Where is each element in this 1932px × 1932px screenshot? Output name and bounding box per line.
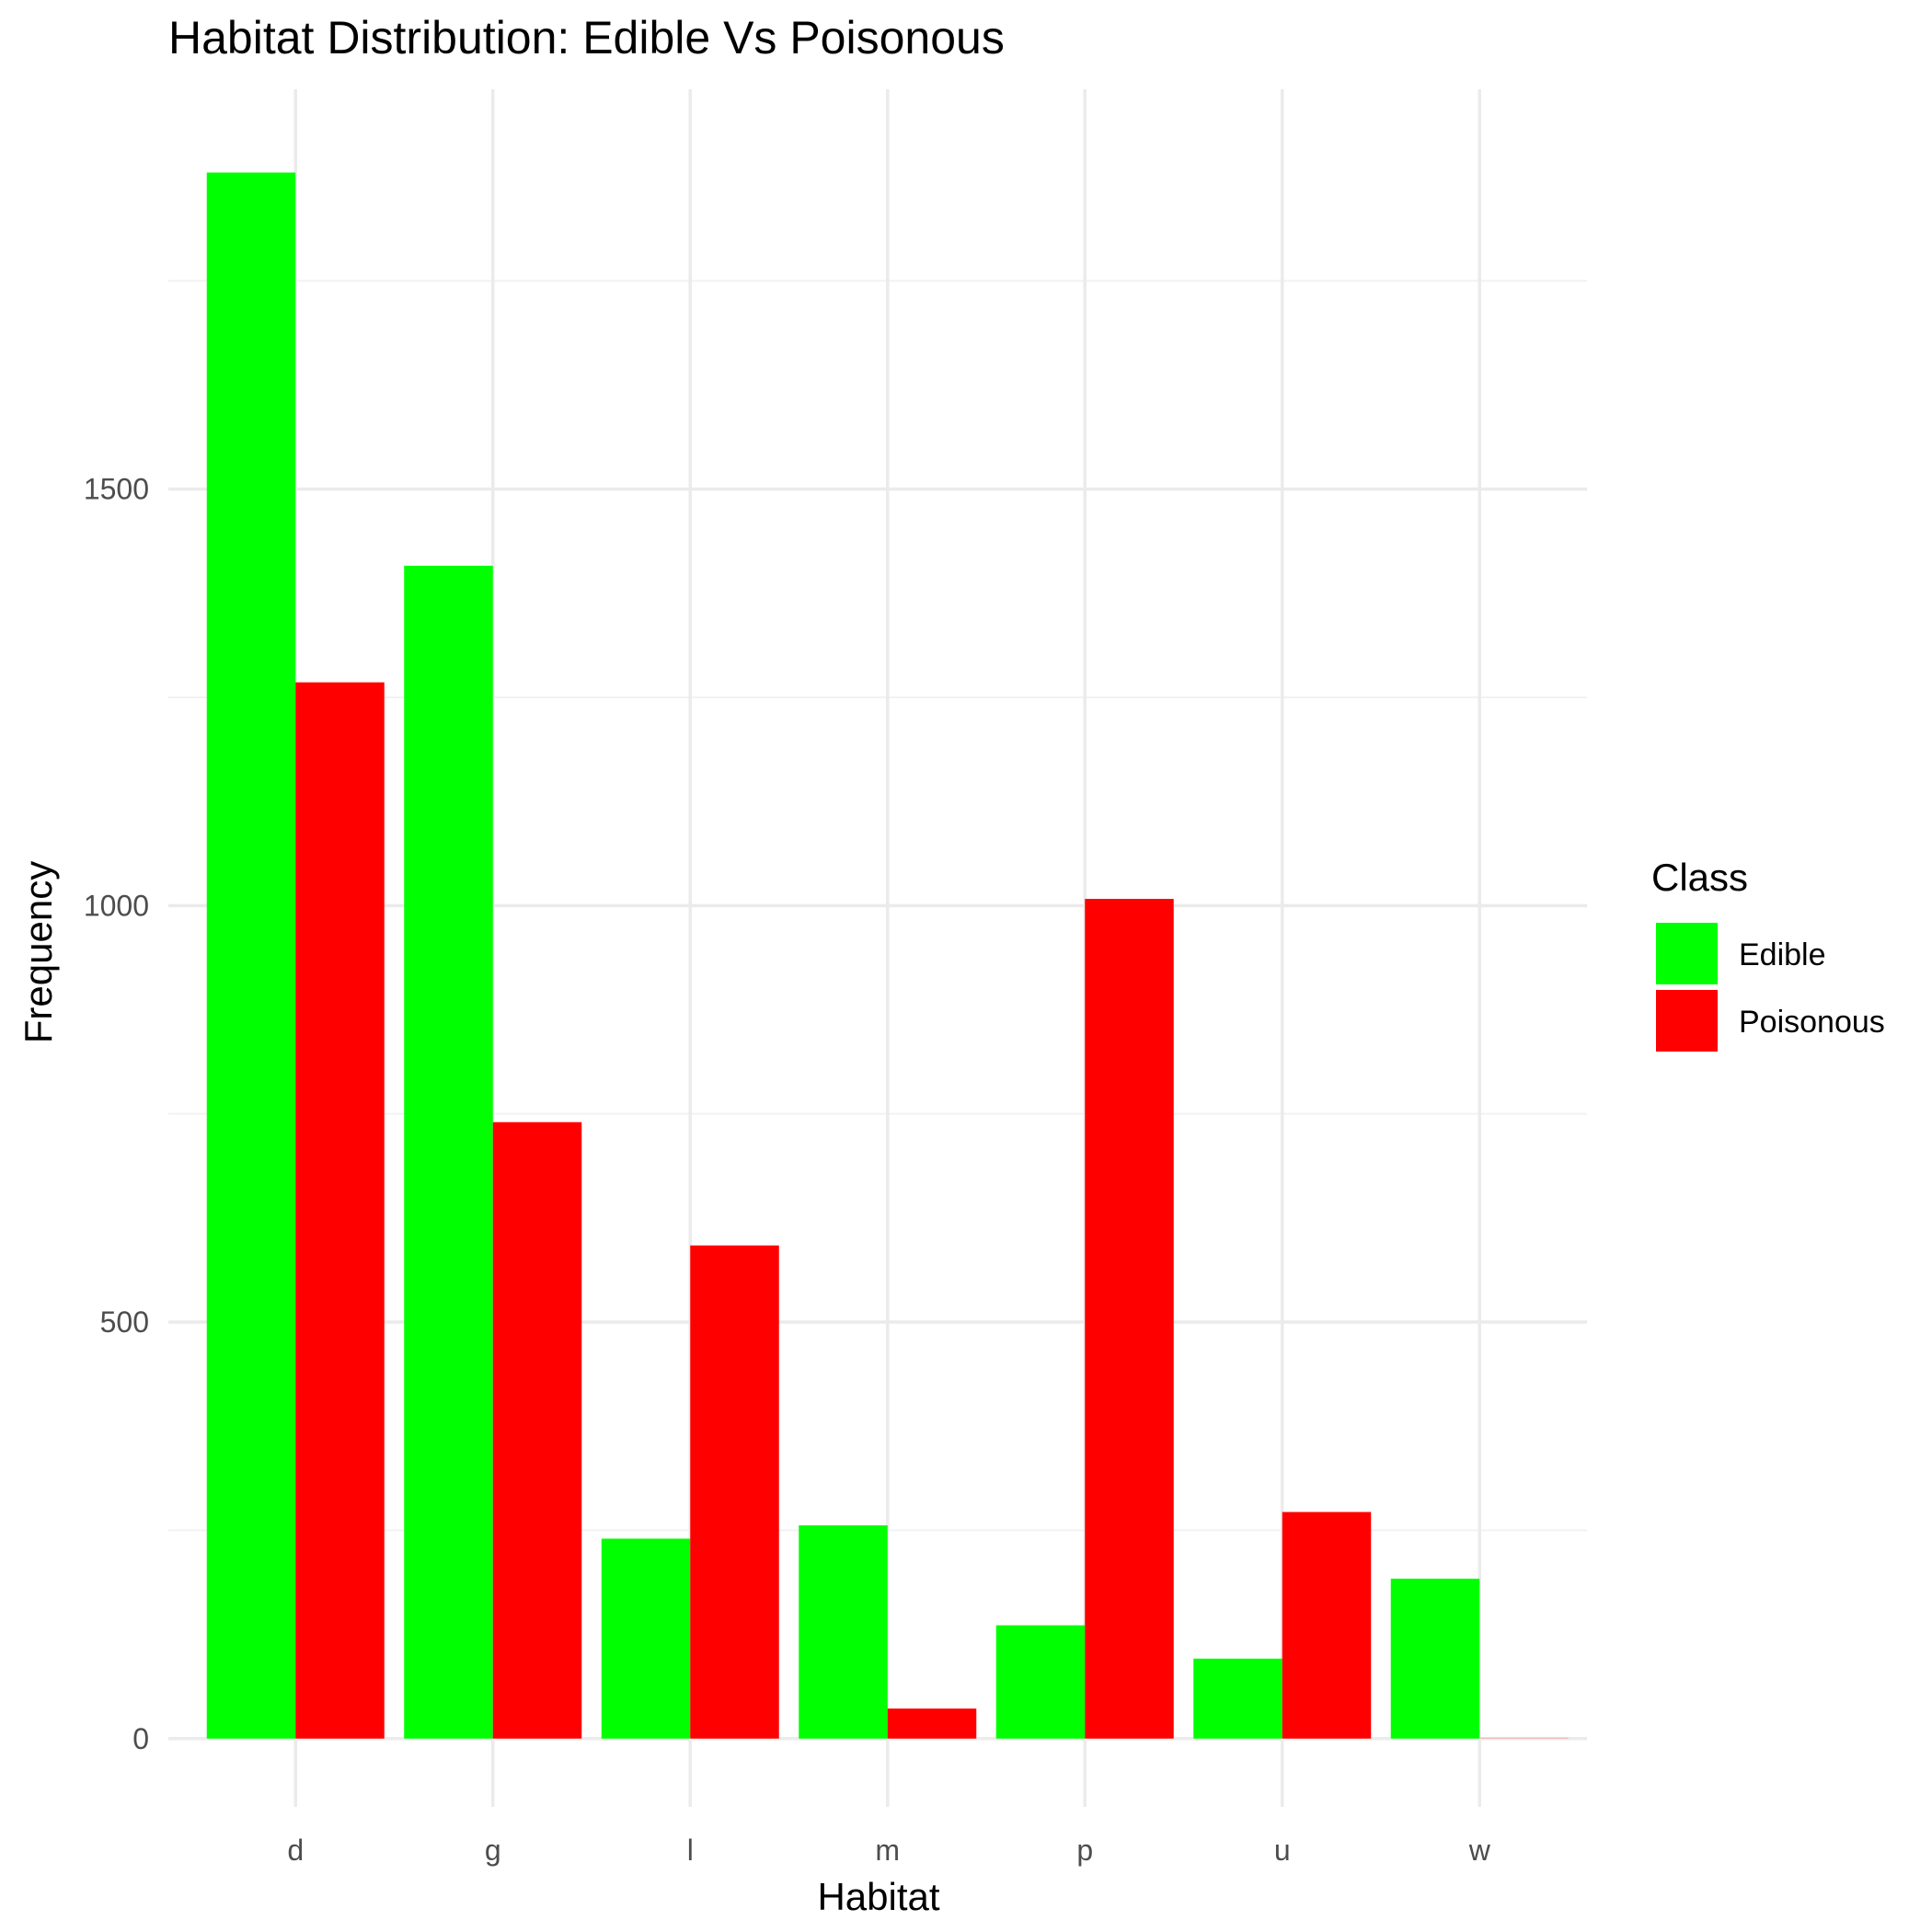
bar-poisonous-l bbox=[690, 1245, 779, 1739]
x-tick-label: u bbox=[1274, 1834, 1291, 1867]
x-tick-label: d bbox=[287, 1834, 304, 1867]
bar-edible-w bbox=[1390, 1578, 1480, 1739]
x-tick-label: l bbox=[687, 1834, 694, 1867]
bar-edible-m bbox=[799, 1524, 888, 1739]
bar-edible-d bbox=[206, 172, 296, 1739]
x-tick-label: g bbox=[485, 1834, 501, 1867]
legend-label-poisonous: Poisonous bbox=[1739, 1005, 1885, 1040]
bar-poisonous-p bbox=[1085, 899, 1174, 1739]
bar-poisonous-m bbox=[887, 1708, 977, 1739]
x-tick-label: m bbox=[875, 1834, 900, 1867]
bar-edible-u bbox=[1193, 1658, 1282, 1739]
bar-edible-l bbox=[601, 1538, 691, 1739]
bar-poisonous-d bbox=[295, 682, 385, 1739]
legend-key-edible bbox=[1656, 923, 1718, 984]
bars bbox=[206, 172, 1569, 1739]
y-tick-label: 500 bbox=[100, 1305, 149, 1339]
bar-edible-p bbox=[995, 1625, 1086, 1739]
y-tick-label: 1500 bbox=[84, 473, 149, 506]
x-axis-title: Habitat bbox=[817, 1875, 939, 1918]
bar-poisonous-w bbox=[1479, 1737, 1569, 1739]
legend-label-edible: Edible bbox=[1739, 937, 1826, 972]
y-tick-labels: 0 500 1000 1500 bbox=[84, 473, 149, 1755]
x-tick-label: p bbox=[1076, 1834, 1093, 1867]
y-axis-title: Frequency bbox=[17, 861, 60, 1043]
y-tick-label: 1000 bbox=[84, 889, 149, 922]
legend: Class Edible Poisonous bbox=[1651, 856, 1885, 1052]
chart-title: Habitat Distribution: Edible Vs Poisonou… bbox=[168, 12, 1005, 63]
bar-poisonous-u bbox=[1282, 1512, 1372, 1739]
y-tick-label: 0 bbox=[132, 1722, 149, 1755]
legend-key-poisonous bbox=[1656, 990, 1718, 1052]
bar-edible-g bbox=[404, 565, 493, 1739]
bar-poisonous-g bbox=[492, 1121, 582, 1739]
x-tick-label: w bbox=[1468, 1834, 1491, 1867]
legend-title: Class bbox=[1651, 856, 1748, 899]
